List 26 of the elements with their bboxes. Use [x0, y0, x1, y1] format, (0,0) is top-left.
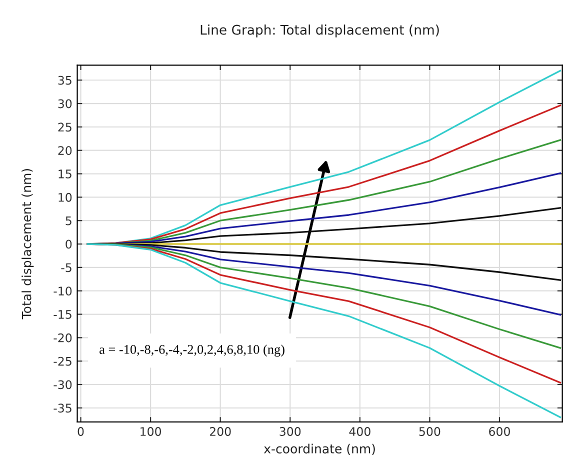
- x-tick-label: 400: [349, 427, 370, 436]
- x-tick-label: 200: [210, 427, 231, 436]
- y-tick-label: -20: [54, 333, 72, 342]
- x-tick-label: 300: [280, 427, 301, 436]
- chart-title: Line Graph: Total displacement (nm): [200, 24, 439, 38]
- x-axis-title: x-coordinate (nm): [264, 444, 375, 455]
- y-tick-label: 25: [58, 122, 72, 132]
- y-tick-label: 15: [58, 170, 72, 178]
- annotation: a = -10,-8,-6,-4,-2,0,2,4,6,8,10 (ng): [100, 344, 284, 357]
- y-tick-label: 10: [58, 192, 72, 202]
- y-tick-label: -10: [54, 286, 72, 296]
- y-tick-label: 20: [58, 146, 72, 156]
- y-tick-label: 35: [58, 76, 72, 85]
- y-tick-label: -25: [54, 356, 72, 366]
- y-tick-label: -15: [54, 310, 72, 319]
- y-tick-label: -5: [61, 263, 72, 272]
- x-tick-label: 600: [489, 427, 510, 436]
- x-tick-label: 0: [78, 427, 84, 436]
- y-tick-label: -30: [54, 380, 72, 390]
- x-tick-label: 100: [140, 427, 162, 436]
- y-tick-label: 5: [66, 216, 72, 226]
- y-tick-label: 30: [58, 99, 72, 108]
- x-tick-label: 500: [419, 427, 440, 436]
- y-axis-title: Total displacement (nm): [22, 169, 34, 320]
- y-tick-label: -35: [54, 404, 72, 413]
- y-tick-label: 0: [66, 240, 72, 249]
